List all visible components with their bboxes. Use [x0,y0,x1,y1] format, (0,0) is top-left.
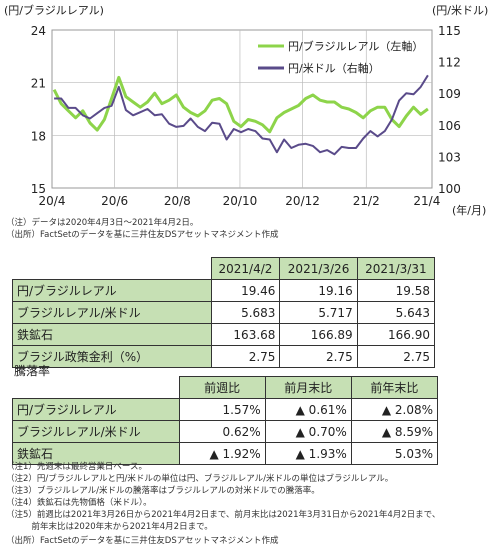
chart-note-source: （出所）FactSetのデータを基に三井住友DSアセットマネジメント作成 [6,230,279,240]
change-table: 前週比 前月末比 前年末比 円/ブラジルレアル 1.57% ▲ 0.61% ▲ … [12,376,439,465]
row-label: 鉄鉱石 [12,442,180,465]
column-header: 前週比 [178,376,266,399]
table-row: ブラジルレアル/米ドル 5.683 5.717 5.643 [12,301,436,324]
table-row: 鉄鉱石 ▲ 1.92% ▲ 1.93% 5.03% [12,442,439,465]
row-label: ブラジルレアル/米ドル [12,420,180,443]
table-row: ブラジルレアル/米ドル 0.62% ▲ 0.70% ▲ 8.59% [12,420,439,443]
footnote-2: （注2）円/ブラジルレアルと円/米ドルの単位は円、ブラジルレアル/米ドルの単位は… [6,474,394,484]
footnote-5-cont: 前年末比は2020年末から2021年4月2日まで。 [6,522,213,532]
right-tick-label: 100 [438,182,461,196]
table-row: 円/ブラジルレアル 19.46 19.16 19.58 [12,279,436,302]
x-tick-label: 20/6 [101,194,128,208]
table-cell: 5.717 [279,301,358,324]
footnote-1: （注1）先週末は最終営業日ベース。 [6,462,147,472]
table-cell: ▲ 0.61% [264,398,352,421]
table-cell: ▲ 8.59% [350,420,439,443]
row-label: ブラジル政策金利（%） [12,345,212,368]
summary-table: 2021/4/2 2021/3/26 2021/3/31 円/ブラジルレアル 1… [12,257,436,368]
table-cell: ▲ 1.93% [264,442,352,465]
table-cell: 2.75 [210,345,281,368]
column-header: 2021/3/26 [279,257,358,280]
table-cell: 19.46 [210,279,281,302]
table-cell: 0.62% [178,420,266,443]
right-tick-label: 109 [438,87,461,101]
column-header: 2021/3/31 [356,257,436,280]
table-row: 円/ブラジルレアル 1.57% ▲ 0.61% ▲ 2.08% [12,398,439,421]
change-table-title: 騰落率 [14,364,51,378]
footnote-5: （注5）前週比は2021年3月26日から2021年4月2日まで、前月末比は202… [6,510,441,520]
chart: (円/ブラジルレアル) (円/米ドル) (年/月) 24 21 18 15 115 112… [4,3,488,217]
x-tick-label: 21/4 [413,194,440,208]
right-tick-label: 106 [438,119,461,133]
table-cell: 19.16 [279,279,358,302]
table-cell: 5.683 [210,301,281,324]
row-label: ブラジルレアル/米ドル [12,301,212,324]
table-cell: 5.643 [356,301,436,324]
table-cell: ▲ 2.08% [350,398,439,421]
row-label: 円/ブラジルレアル [12,398,180,421]
table-cell: 2.75 [279,345,358,368]
row-label: 鉄鉱石 [12,323,212,346]
series-line-usd [54,74,429,156]
table-row: 鉄鉱石 163.68 166.89 166.90 [12,323,436,346]
x-tick-label: 21/2 [353,194,380,208]
column-header: 前年末比 [350,376,439,399]
right-axis-label: (円/米ドル) [432,4,488,17]
row-label: 円/ブラジルレアル [12,279,212,302]
left-tick-label: 15 [31,182,46,196]
table-cell: 2.75 [356,345,436,368]
table-cell: ▲ 0.70% [264,420,352,443]
left-tick-label: 18 [31,129,46,143]
table-cell: 166.90 [356,323,436,346]
legend-label: 円/米ドル（右軸） [288,61,380,75]
plot-frame [51,29,433,189]
table-cell: 163.68 [210,323,281,346]
series-line-brl [52,75,429,134]
summary-table-header: 2021/4/2 2021/3/26 2021/3/31 [12,257,436,280]
table-cell: 19.58 [356,279,436,302]
x-tick-label: 20/10 [223,194,258,208]
legend-label: 円/ブラジルレアル（左軸） [288,39,423,53]
right-tick-label: 115 [438,24,461,38]
x-tick-label: 20/12 [285,194,320,208]
empty-header-cell [12,376,180,399]
footnote-4: （注4）鉄鉱石は先物価格（米ドル）。 [6,498,152,508]
chart-note-data-range: （注）データは2020年4月3日～2021年4月2日。 [6,218,199,228]
x-tick-label: 20/8 [164,194,191,208]
footnote-3: （注3）ブラジルレアル/米ドルの騰落率はブラジルレアルの対米ドルでの騰落率。 [6,486,320,496]
right-tick-label: 103 [438,150,461,164]
empty-header-cell [12,257,212,280]
column-header: 2021/4/2 [210,257,281,280]
x-unit-label: (年/月) [452,203,486,217]
table-cell: ▲ 1.92% [178,442,266,465]
column-header: 前月末比 [264,376,352,399]
change-table-header: 前週比 前月末比 前年末比 [12,376,439,399]
x-tick-label: 20/4 [39,194,66,208]
table-cell: 5.03% [350,442,439,465]
right-tick-label: 112 [438,56,461,70]
left-axis-label: (円/ブラジルレアル) [4,3,104,17]
left-tick-label: 21 [31,77,46,91]
table-row: ブラジル政策金利（%） 2.75 2.75 2.75 [12,345,436,368]
footnote-source: （出所）FactSetのデータを基に三井住友DSアセットマネジメント作成 [6,536,279,546]
table-cell: 1.57% [178,398,266,421]
left-tick-label: 24 [31,24,46,38]
table-cell: 166.89 [279,323,358,346]
